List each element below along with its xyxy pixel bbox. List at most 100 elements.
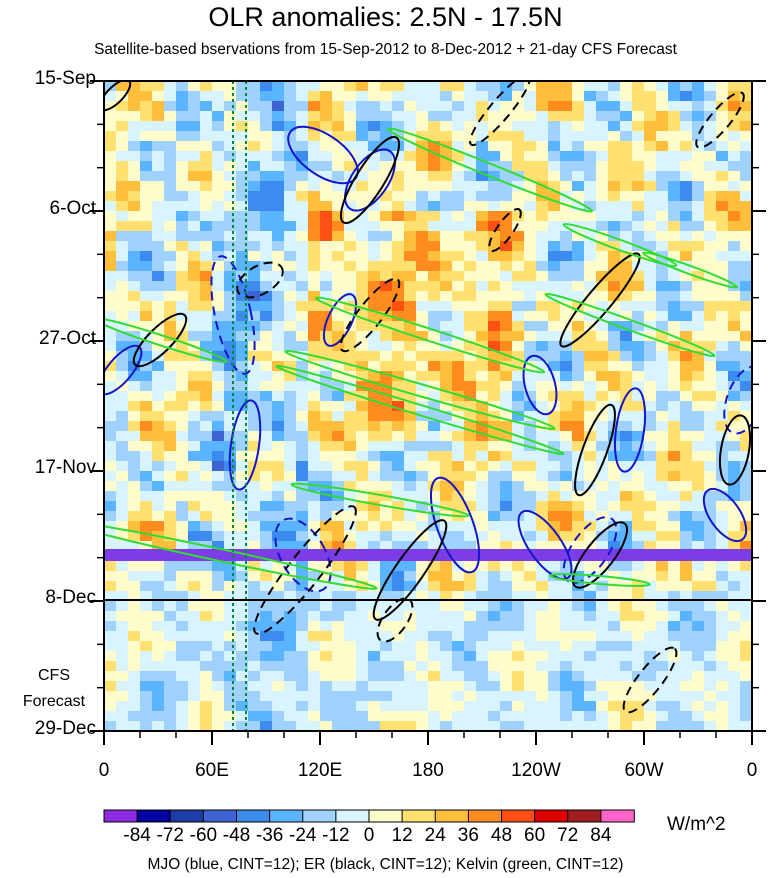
olr-cell (200, 601, 213, 612)
olr-cell (428, 121, 441, 132)
olr-cell (128, 381, 141, 392)
olr-cell (380, 691, 393, 702)
olr-cell (728, 641, 741, 652)
olr-cell (404, 681, 417, 692)
olr-cell (380, 131, 393, 142)
olr-cell (740, 571, 752, 582)
olr-cell (200, 681, 213, 692)
olr-cell (272, 661, 285, 672)
olr-cell (404, 701, 417, 712)
olr-cell (560, 411, 573, 422)
olr-cell (704, 371, 717, 382)
olr-cell (620, 451, 633, 462)
olr-cell (212, 611, 225, 622)
olr-cell (440, 691, 453, 702)
kelvin-contour (641, 251, 739, 289)
olr-cell (704, 581, 717, 592)
olr-cell (740, 611, 752, 622)
olr-cell (272, 291, 285, 302)
olr-cell (584, 131, 597, 142)
olr-cell (284, 251, 297, 262)
olr-cell (716, 491, 729, 502)
olr-cell (200, 291, 213, 302)
olr-cell (224, 121, 237, 132)
olr-cell (356, 711, 369, 722)
olr-cell (272, 641, 285, 652)
olr-cell (284, 661, 297, 672)
olr-cell (536, 91, 549, 102)
olr-cell (296, 511, 309, 522)
olr-cell (200, 331, 213, 342)
olr-cell (644, 381, 657, 392)
olr-cell (344, 311, 357, 322)
olr-cell (344, 451, 357, 462)
olr-cell (344, 671, 357, 682)
olr-cell (632, 281, 645, 292)
olr-cell (320, 171, 333, 182)
olr-cell (716, 121, 729, 132)
olr-cell (572, 351, 585, 362)
olr-cell (224, 241, 237, 252)
olr-cell (488, 171, 501, 182)
olr-cell (344, 711, 357, 722)
olr-cell (128, 711, 141, 722)
olr-cell (536, 501, 549, 512)
olr-cell (188, 131, 201, 142)
olr-cell (680, 701, 693, 712)
olr-cell (176, 151, 189, 162)
olr-cell (224, 631, 237, 642)
olr-cell (164, 171, 177, 182)
olr-cell (548, 651, 561, 662)
olr-cell (152, 581, 165, 592)
olr-cell (488, 581, 501, 592)
olr-cell (380, 641, 393, 652)
mjo-contour (210, 255, 256, 375)
olr-cell (284, 511, 297, 522)
olr-cell (356, 181, 369, 192)
olr-cell (416, 361, 429, 372)
olr-cell (692, 461, 705, 472)
olr-cell (320, 611, 333, 622)
olr-cell (608, 291, 621, 302)
olr-cell (332, 171, 345, 182)
olr-cell (728, 581, 741, 592)
olr-cell (440, 121, 453, 132)
olr-cell (668, 621, 681, 632)
olr-cell (296, 651, 309, 662)
olr-cell (404, 151, 417, 162)
olr-cell (428, 81, 441, 92)
olr-cell (116, 161, 129, 172)
olr-cell (644, 601, 657, 612)
olr-cell (596, 211, 609, 222)
olr-cell (644, 671, 657, 682)
olr-cell (476, 211, 489, 222)
olr-cell (152, 211, 165, 222)
x-tick-label-5: 60W (624, 760, 664, 781)
olr-cell (224, 381, 237, 392)
olr-cell (152, 331, 165, 342)
olr-cell (464, 411, 477, 422)
olr-cell (200, 481, 213, 492)
olr-cell (392, 441, 405, 452)
olr-cell (668, 291, 681, 302)
kelvin-contour (104, 520, 378, 590)
olr-cell (164, 141, 177, 152)
olr-cell (188, 721, 201, 731)
olr-cell (380, 431, 393, 442)
olr-cell (188, 371, 201, 382)
olr-cell (332, 601, 345, 612)
olr-cell (356, 281, 369, 292)
olr-cell (500, 401, 513, 412)
olr-cell (272, 251, 285, 262)
olr-cell (584, 671, 597, 682)
olr-cell (152, 471, 165, 482)
olr-cell (656, 711, 669, 722)
olr-cell (284, 411, 297, 422)
olr-cell (284, 391, 297, 402)
olr-cell (512, 321, 525, 332)
olr-cell (284, 171, 297, 182)
olr-cell (104, 301, 117, 312)
x-tick-label-1: 60E (195, 760, 229, 781)
olr-cell (488, 601, 501, 612)
olr-cell (152, 501, 165, 512)
